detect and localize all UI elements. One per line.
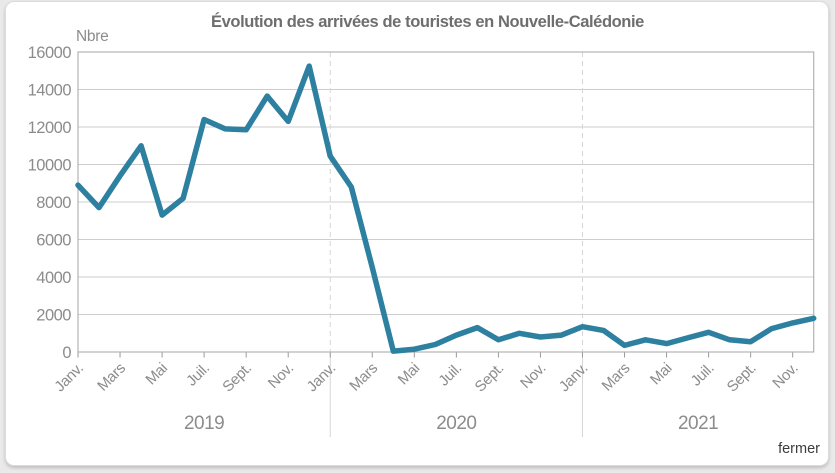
x-tick-label: Sept. — [219, 360, 255, 396]
y-axis-tick-label: 2000 — [36, 307, 71, 325]
x-tick-label: Mai — [142, 360, 170, 388]
x-tick-label: Janv. — [51, 360, 87, 396]
x-tick-label: Sept. — [724, 360, 760, 396]
y-axis-tick-label: 12000 — [28, 119, 72, 137]
y-axis-tick-label: 8000 — [36, 194, 71, 212]
x-tick-label: Nov. — [265, 360, 297, 392]
plot-border — [77, 51, 815, 353]
y-axis-tick-label: 0 — [62, 344, 71, 362]
y-axis-tick-label: 6000 — [36, 232, 71, 250]
x-tick-label: Mars — [94, 360, 129, 395]
year-label: 2021 — [678, 413, 718, 434]
x-tick-label: Sept. — [471, 360, 507, 396]
x-tick-label: Mars — [599, 360, 634, 395]
x-tick-label: Mai — [647, 360, 675, 388]
year-label: 2019 — [184, 413, 224, 434]
tourist-arrivals-line — [75, 63, 817, 354]
year-label: 2020 — [436, 413, 476, 434]
y-axis-unit-label: Nbre — [76, 28, 109, 45]
y-axis-tick-label: 16000 — [28, 44, 72, 62]
x-tick-label: Mai — [395, 360, 423, 388]
chart-card — [5, 1, 829, 466]
x-tick-label: Mars — [346, 360, 381, 395]
x-tick-label: Juil. — [435, 360, 465, 390]
x-tick-label: Nov. — [517, 360, 549, 392]
x-tick-label: Janv. — [304, 360, 340, 396]
chart-title: Évolution des arrivées de touristes en N… — [211, 13, 644, 31]
x-tick-label: Janv. — [556, 360, 592, 396]
x-tick-label: Juil. — [183, 360, 213, 390]
close-link[interactable]: fermer — [778, 441, 820, 457]
y-axis-tick-label: 10000 — [28, 157, 72, 175]
y-axis-tick-label: 14000 — [28, 82, 72, 100]
y-axis-tick-label: 4000 — [36, 269, 71, 287]
x-tick-label: Juil. — [688, 360, 718, 390]
x-tick-label: Nov. — [769, 360, 801, 392]
